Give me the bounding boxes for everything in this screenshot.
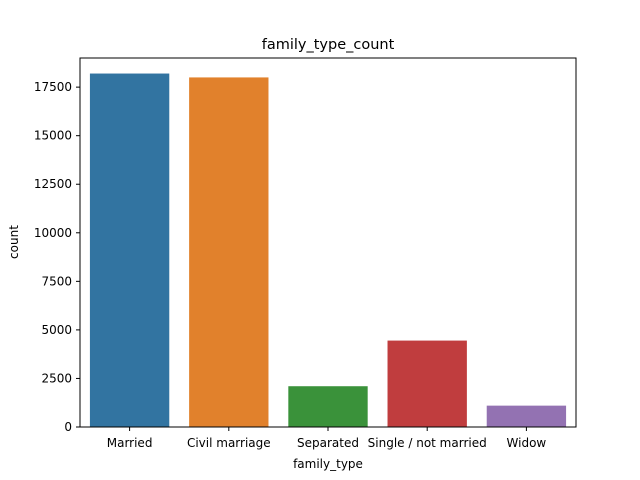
bar-married bbox=[89, 73, 170, 427]
x-axis-ticks: Married Civil marriage Separated Single / n… bbox=[107, 427, 547, 450]
bar-single-not-married bbox=[387, 340, 467, 427]
y-tick-label: 17500 bbox=[34, 80, 72, 94]
bar-widow bbox=[486, 405, 567, 427]
y-tick-label: 5000 bbox=[41, 323, 72, 337]
x-tick-label: Married bbox=[107, 436, 153, 450]
bar-civil-marriage bbox=[189, 77, 269, 428]
y-tick-label: 10000 bbox=[34, 226, 72, 240]
y-tick-label: 0 bbox=[64, 420, 72, 434]
x-tick-label: Single / not married bbox=[368, 436, 487, 450]
x-tick-label: Civil marriage bbox=[187, 436, 271, 450]
y-axis-label: count bbox=[7, 225, 21, 259]
y-tick-label: 12500 bbox=[34, 177, 72, 191]
y-tick-label: 15000 bbox=[34, 129, 72, 143]
y-axis-ticks: 0 2500 5000 7500 10000 12500 15000 17500 bbox=[34, 80, 80, 434]
x-axis-label: family_type bbox=[293, 457, 363, 471]
y-tick-label: 2500 bbox=[41, 371, 72, 385]
x-tick-label: Separated bbox=[297, 436, 359, 450]
bar-separated bbox=[288, 386, 368, 427]
y-tick-label: 7500 bbox=[41, 274, 72, 288]
bars-group bbox=[89, 73, 567, 428]
x-tick-label: Widow bbox=[507, 436, 547, 450]
chart-title: family_type_count bbox=[262, 37, 395, 53]
